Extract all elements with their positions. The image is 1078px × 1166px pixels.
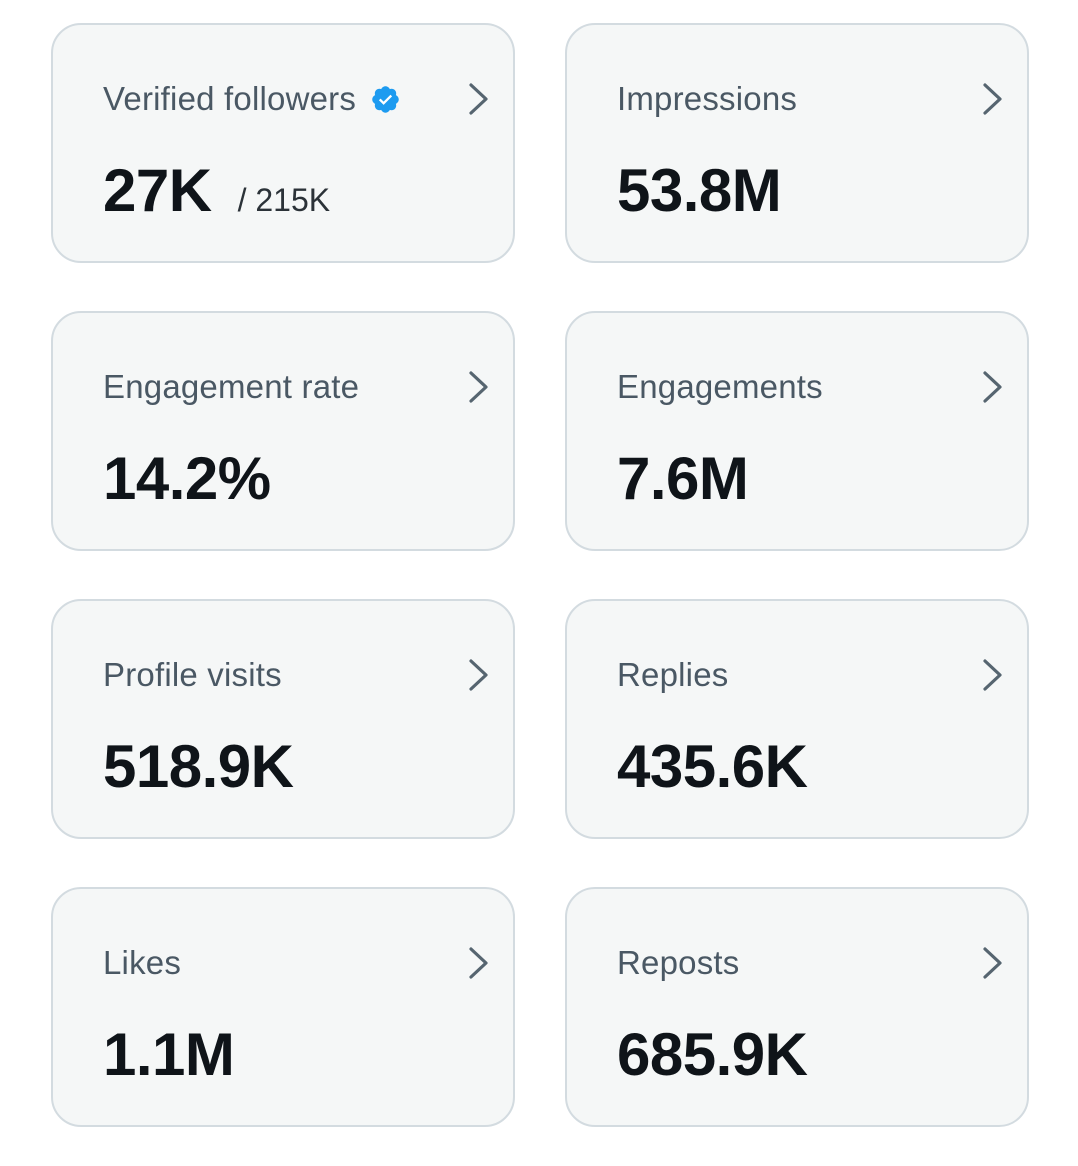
card-impressions[interactable]: Impressions 53.8M — [565, 23, 1029, 263]
card-label-wrap: Engagements — [617, 365, 823, 409]
card-label-wrap: Likes — [103, 941, 181, 985]
card-value: 1.1M — [103, 1021, 235, 1088]
chevron-right-icon — [469, 371, 488, 403]
card-label: Engagements — [617, 368, 823, 405]
value-row: 7.6M — [617, 445, 749, 513]
card-value: 14.2% — [103, 445, 271, 512]
card-verified-followers[interactable]: Verified followers 27K / 215K — [51, 23, 515, 263]
chevron-right-icon — [469, 83, 488, 115]
card-label-wrap: Verified followers — [103, 77, 401, 121]
card-label-wrap: Profile visits — [103, 653, 282, 697]
value-row: 1.1M — [103, 1021, 235, 1089]
card-value: 27K — [103, 157, 212, 224]
card-value: 7.6M — [617, 445, 749, 512]
chevron-right-icon — [983, 371, 1002, 403]
card-value: 518.9K — [103, 733, 294, 800]
card-likes[interactable]: Likes 1.1M — [51, 887, 515, 1127]
card-value: 53.8M — [617, 157, 782, 224]
card-label: Replies — [617, 656, 729, 693]
chevron-right-icon — [469, 659, 488, 691]
value-row: 53.8M — [617, 157, 782, 225]
metrics-grid: Verified followers 27K / 215K Impression… — [51, 23, 1029, 1127]
card-label: Impressions — [617, 80, 798, 117]
card-sub-total: / 215K — [237, 182, 331, 218]
card-label: Likes — [103, 944, 182, 981]
verified-badge-icon — [372, 85, 399, 113]
card-label: Verified followers — [103, 80, 357, 117]
card-label-wrap: Engagement rate — [103, 365, 359, 409]
card-label-wrap: Reposts — [617, 941, 739, 985]
card-engagements[interactable]: Engagements 7.6M — [565, 311, 1029, 551]
card-label-wrap: Impressions — [617, 77, 797, 121]
card-value: 435.6K — [617, 733, 808, 800]
card-replies[interactable]: Replies 435.6K — [565, 599, 1029, 839]
value-row: 685.9K — [617, 1021, 808, 1089]
value-row: 435.6K — [617, 733, 808, 801]
card-label: Reposts — [617, 944, 740, 981]
value-row: 518.9K — [103, 733, 294, 801]
card-label: Engagement rate — [103, 368, 360, 405]
card-reposts[interactable]: Reposts 685.9K — [565, 887, 1029, 1127]
card-engagement-rate[interactable]: Engagement rate 14.2% — [51, 311, 515, 551]
value-row: 14.2% — [103, 445, 271, 513]
card-label-wrap: Replies — [617, 653, 728, 697]
value-row: 27K / 215K — [103, 157, 330, 225]
card-profile-visits[interactable]: Profile visits 518.9K — [51, 599, 515, 839]
chevron-right-icon — [983, 947, 1002, 979]
chevron-right-icon — [983, 83, 1002, 115]
chevron-right-icon — [983, 659, 1002, 691]
chevron-right-icon — [469, 947, 488, 979]
card-label: Profile visits — [103, 656, 282, 693]
card-value: 685.9K — [617, 1021, 808, 1088]
